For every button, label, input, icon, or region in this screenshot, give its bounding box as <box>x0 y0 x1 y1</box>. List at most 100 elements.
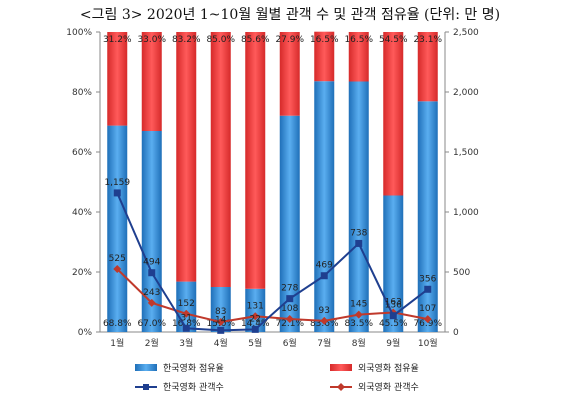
korea-count-marker <box>320 272 328 280</box>
foreign-count-line <box>116 268 428 324</box>
y-left-tick-label: 0% <box>78 328 93 338</box>
korea-count-label: 136 <box>385 301 402 311</box>
legend-foreign-share-label: 외국영화 점유율 <box>358 362 419 374</box>
legend-korea-share-label: 한국영화 점유율 <box>163 362 224 374</box>
foreign-count-label: 145 <box>350 300 367 310</box>
foreign-count-marker <box>147 298 156 307</box>
y-right-tick-label: 2,500 <box>453 28 479 38</box>
korea-count-label: 469 <box>316 261 333 271</box>
bar-foreign <box>176 32 197 282</box>
korea-count-marker <box>389 312 397 320</box>
bar-korea-label: 67.0% <box>137 319 166 329</box>
foreign-count-label: 107 <box>419 304 436 314</box>
korea-count-label: 494 <box>143 258 160 268</box>
bar-foreign <box>279 32 300 116</box>
bar-foreign <box>107 32 128 126</box>
bar-korea-label: 76.9% <box>413 319 442 329</box>
foreign-count-label: 83 <box>215 307 226 317</box>
korea-count-label: 22 <box>250 314 261 324</box>
y-left-tick-label: 80% <box>72 88 92 98</box>
legend-korea-count-marker <box>143 384 149 390</box>
x-tick-label: 2월 <box>145 337 159 349</box>
foreign-count-label: 93 <box>319 306 330 316</box>
legend-foreign-count-marker <box>337 383 345 391</box>
x-tick-label: 1월 <box>110 337 124 349</box>
korea-count-marker <box>113 189 121 197</box>
bar-korea-label: 14.4% <box>241 319 270 329</box>
bar-korea <box>383 195 404 332</box>
foreign-count-label: 152 <box>178 299 195 309</box>
bar-foreign-label: 85.0% <box>206 35 235 45</box>
y-right-tick-label: 2,000 <box>453 88 479 98</box>
korea-count-marker <box>355 239 363 247</box>
legend-korea-share-swatch <box>135 364 157 371</box>
bar-korea <box>314 81 335 332</box>
korea-count-label: 356 <box>419 274 436 284</box>
x-tick-label: 10월 <box>418 337 438 349</box>
legend-foreign-share-swatch <box>330 364 352 371</box>
y-right-tick-label: 0 <box>453 328 459 338</box>
korea-count-label: 31 <box>181 313 192 323</box>
y-right-tick-label: 500 <box>453 268 470 278</box>
y-left-tick-label: 100% <box>66 28 92 38</box>
foreign-count-marker <box>113 265 122 273</box>
bar-foreign-label: 54.5% <box>379 35 408 45</box>
bar-foreign <box>383 32 404 196</box>
bar-foreign-label: 31.2% <box>103 35 132 45</box>
korea-count-marker <box>182 324 190 332</box>
x-tick-label: 7월 <box>317 337 331 349</box>
bar-korea <box>279 115 300 332</box>
chart-title: <그림 3> 2020년 1~10월 월별 관객 수 및 관객 점유율 (단위:… <box>79 7 501 23</box>
korea-count-label: 1,159 <box>104 178 130 188</box>
x-tick-label: 3월 <box>179 337 193 349</box>
x-tick-label: 6월 <box>283 337 297 349</box>
bar-foreign-label: 16.5% <box>310 35 339 45</box>
bar-korea-label: 72.1% <box>275 319 304 329</box>
bar-foreign-label: 27.9% <box>275 35 304 45</box>
korea-count-marker <box>148 269 156 277</box>
foreign-count-label: 131 <box>247 301 264 311</box>
bar-korea-label: 16.8% <box>172 319 201 329</box>
korea-count-marker <box>286 295 294 303</box>
foreign-count-label: 243 <box>143 288 160 298</box>
y-right-tick-label: 1,500 <box>453 148 479 158</box>
korea-count-label: 738 <box>350 228 367 238</box>
bar-korea-label: 83.5% <box>344 319 373 329</box>
bar-korea <box>417 101 438 332</box>
bar-foreign <box>141 32 162 131</box>
foreign-count-label: 525 <box>109 254 126 264</box>
y-left-tick-label: 20% <box>72 268 92 278</box>
bar-foreign <box>348 32 369 82</box>
y-left-tick-label: 60% <box>72 148 92 158</box>
foreign-count-marker <box>354 310 363 319</box>
x-tick-label: 5월 <box>248 337 262 349</box>
foreign-count-marker <box>216 318 225 327</box>
korea-count-marker <box>251 325 259 333</box>
bar-foreign-label: 33.0% <box>137 35 166 45</box>
bar-korea-label: 45.5% <box>379 319 408 329</box>
bar-foreign-label: 16.5% <box>344 35 373 45</box>
foreign-count-label: 163 <box>385 297 402 307</box>
legend-korea-count-label: 한국영화 관객수 <box>163 382 224 393</box>
bar-foreign <box>417 32 438 102</box>
bar-foreign <box>314 31 335 82</box>
legend-foreign-count-label: 외국영화 관객수 <box>358 381 419 393</box>
korea-count-marker <box>217 326 225 334</box>
korea-count-label: 278 <box>281 284 298 294</box>
bar-foreign <box>245 32 266 289</box>
foreign-count-label: 108 <box>281 304 298 314</box>
bar-foreign-label: 85.6% <box>241 35 270 45</box>
korea-count-label: 14 <box>215 315 227 325</box>
y-left-tick-label: 40% <box>72 208 92 218</box>
bar-korea <box>348 81 369 332</box>
foreign-count-marker <box>320 316 329 325</box>
y-right-tick-label: 1,000 <box>453 208 479 218</box>
x-tick-label: 9월 <box>386 337 400 349</box>
bar-foreign-label: 83.2% <box>172 35 201 45</box>
bar-foreign <box>210 32 231 287</box>
bar-foreign-label: 23.1% <box>413 35 442 45</box>
x-tick-label: 8월 <box>352 337 366 349</box>
korea-count-line <box>116 192 429 332</box>
